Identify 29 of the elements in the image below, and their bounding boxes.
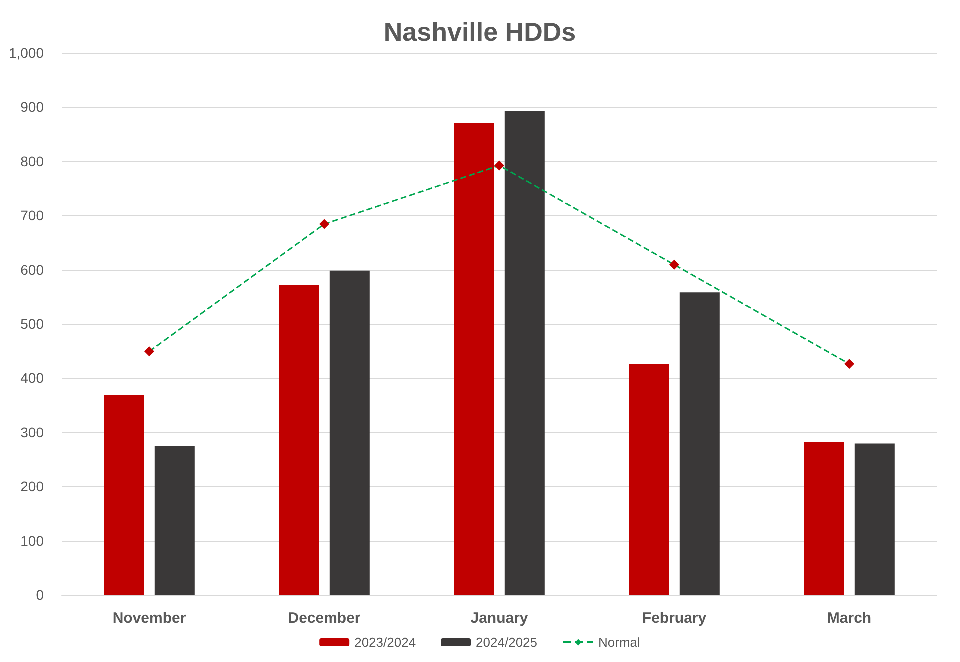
y-tick-label: 400	[20, 370, 44, 386]
bar	[504, 112, 545, 595]
x-tick-label: March	[827, 610, 872, 627]
x-tick-label: February	[642, 610, 708, 627]
bar	[629, 364, 670, 595]
y-tick-label: 800	[20, 153, 44, 170]
x-tick-label: January	[470, 610, 529, 627]
y-tick-label: 200	[20, 478, 44, 495]
x-tick-label: December	[288, 610, 361, 627]
y-tick-label: 700	[20, 208, 44, 224]
bar	[680, 292, 720, 595]
legend-label: 2023/2024	[354, 635, 416, 650]
x-tick-label: November	[112, 610, 186, 627]
y-tick-label: 100	[20, 532, 44, 549]
bar	[330, 270, 370, 595]
legend-label: Normal	[598, 635, 641, 650]
bar	[104, 396, 144, 595]
legend-label: 2024/2025	[476, 635, 538, 650]
chart-title: Nashville HDDs	[384, 17, 576, 47]
y-tick-label: 300	[20, 424, 44, 440]
y-tick-label: 0	[36, 587, 44, 603]
y-tick-label: 500	[20, 316, 44, 332]
bar	[279, 286, 320, 595]
y-tick-label: 600	[20, 262, 44, 278]
bar	[154, 446, 195, 595]
y-tick-label: 1,000	[8, 45, 44, 61]
bar	[854, 444, 895, 595]
y-tick-label: 900	[20, 99, 44, 116]
bar	[804, 442, 844, 595]
